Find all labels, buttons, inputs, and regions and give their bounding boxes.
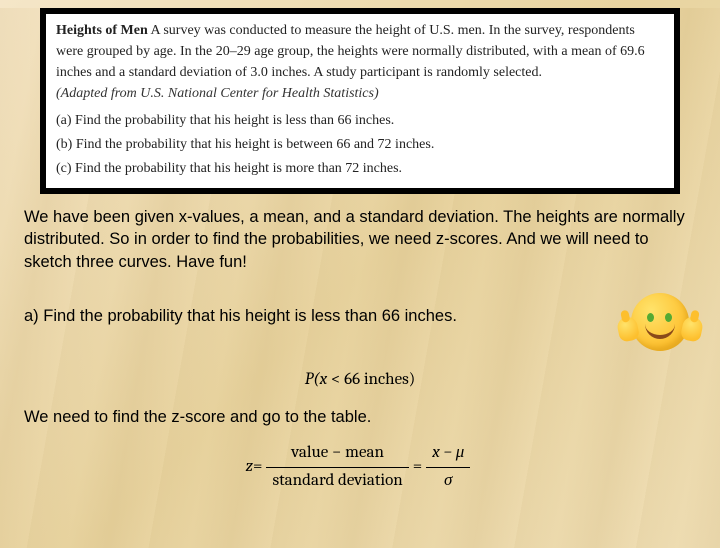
prob-P: P(x	[305, 370, 327, 389]
eq-sign-2: =	[413, 456, 422, 479]
explain-p3: We need to find the z-score and go to th…	[24, 406, 696, 428]
probability-expression: P(x < 66 inches)	[24, 369, 696, 392]
problem-parts: (a) Find the probability that his height…	[56, 110, 664, 179]
fraction-words: value − mean standard deviation	[266, 442, 408, 493]
frac1-num: value − mean	[266, 442, 408, 468]
frac2-num: x − μ	[426, 442, 470, 468]
z-var: z	[246, 456, 253, 479]
thumbs-up-emoji-icon	[624, 287, 696, 359]
explanation-block: We have been given x-values, a mean, and…	[24, 206, 696, 493]
fraction-symbols: x − μ σ	[426, 442, 470, 493]
explain-p2: a) Find the probability that his height …	[24, 305, 614, 327]
problem-intro: Heights of Men A survey was conducted to…	[56, 20, 664, 83]
frac2-den: σ	[426, 468, 470, 493]
prob-body: < 66 inches)	[327, 370, 415, 389]
problem-box: Heights of Men A survey was conducted to…	[40, 8, 680, 194]
part-a: (a) Find the probability that his height…	[56, 110, 664, 131]
eq-sign-1: =	[253, 456, 262, 479]
problem-adapted: (Adapted from U.S. National Center for H…	[56, 83, 664, 104]
part-c: (c) Find the probability that his height…	[56, 158, 664, 179]
part-a-row: a) Find the probability that his height …	[24, 287, 696, 359]
explain-p1: We have been given x-values, a mean, and…	[24, 206, 696, 273]
frac1-den: standard deviation	[266, 468, 408, 493]
part-b: (b) Find the probability that his height…	[56, 134, 664, 155]
zscore-formula: z = value − mean standard deviation = x …	[24, 442, 696, 493]
problem-title: Heights of Men	[56, 23, 148, 38]
